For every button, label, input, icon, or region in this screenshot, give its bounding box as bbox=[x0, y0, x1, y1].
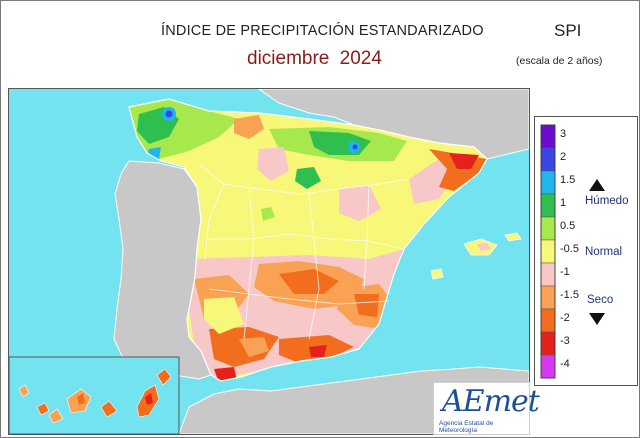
legend-tick-label: -2 bbox=[560, 312, 570, 324]
legend-swatch bbox=[540, 354, 556, 379]
aemet-logo-subtitle: Agencia Estatal de Meteorología bbox=[439, 420, 494, 434]
scale-note: (escala de 2 años) bbox=[516, 55, 603, 67]
map-subtitle-date: diciembre 2024 bbox=[247, 48, 382, 69]
aemet-logo: AEmet Agencia Estatal de Meteorología bbox=[433, 382, 540, 435]
legend-wet-label: Húmedo bbox=[585, 195, 629, 207]
legend-tick-label: -4 bbox=[560, 358, 570, 370]
legend-tick-label: -1 bbox=[560, 266, 570, 278]
legend: 3 2 1.5 1 0.5 -0.5 -1 -1.5 -2 -3 -4 Húmedo Normal … bbox=[534, 116, 638, 386]
legend-tick-label: -3 bbox=[560, 335, 570, 347]
legend-swatches bbox=[540, 124, 556, 379]
legend-swatch bbox=[540, 193, 556, 218]
legend-tick-label: 0.5 bbox=[560, 220, 576, 232]
legend-tick-label: 3 bbox=[560, 128, 567, 140]
aemet-logo-wordmark: AEmet bbox=[442, 384, 540, 419]
legend-swatch bbox=[540, 216, 556, 241]
legend-tick-label: -1.5 bbox=[560, 289, 579, 301]
legend-tick-label: 2 bbox=[560, 151, 567, 163]
legend-tick-label: 1 bbox=[560, 197, 567, 209]
legend-tick-label: -0.5 bbox=[560, 243, 579, 255]
map-title: ÍNDICE DE PRECIPITACIÓN ESTANDARIZADO bbox=[161, 23, 484, 39]
index-code: SPI bbox=[554, 21, 582, 40]
legend-normal-label: Normal bbox=[585, 246, 623, 258]
legend-swatch bbox=[540, 285, 556, 310]
legend-tick-label: 1.5 bbox=[560, 174, 576, 186]
legend-swatch bbox=[540, 331, 556, 356]
region-borders bbox=[198, 163, 410, 340]
legend-swatch bbox=[540, 262, 556, 287]
legend-swatch bbox=[540, 170, 556, 195]
legend-swatch bbox=[540, 308, 556, 333]
legend-swatch bbox=[540, 147, 556, 172]
legend-bar-outline bbox=[540, 124, 556, 379]
balearic-islands bbox=[430, 232, 522, 280]
canary-islands bbox=[18, 368, 172, 424]
spain-outline bbox=[128, 98, 488, 382]
legend-swatch bbox=[540, 124, 556, 149]
triangle-up-icon bbox=[589, 179, 605, 191]
legend-swatch bbox=[540, 239, 556, 264]
legend-dry-label: Seco bbox=[587, 294, 614, 306]
triangle-down-icon bbox=[589, 313, 605, 325]
